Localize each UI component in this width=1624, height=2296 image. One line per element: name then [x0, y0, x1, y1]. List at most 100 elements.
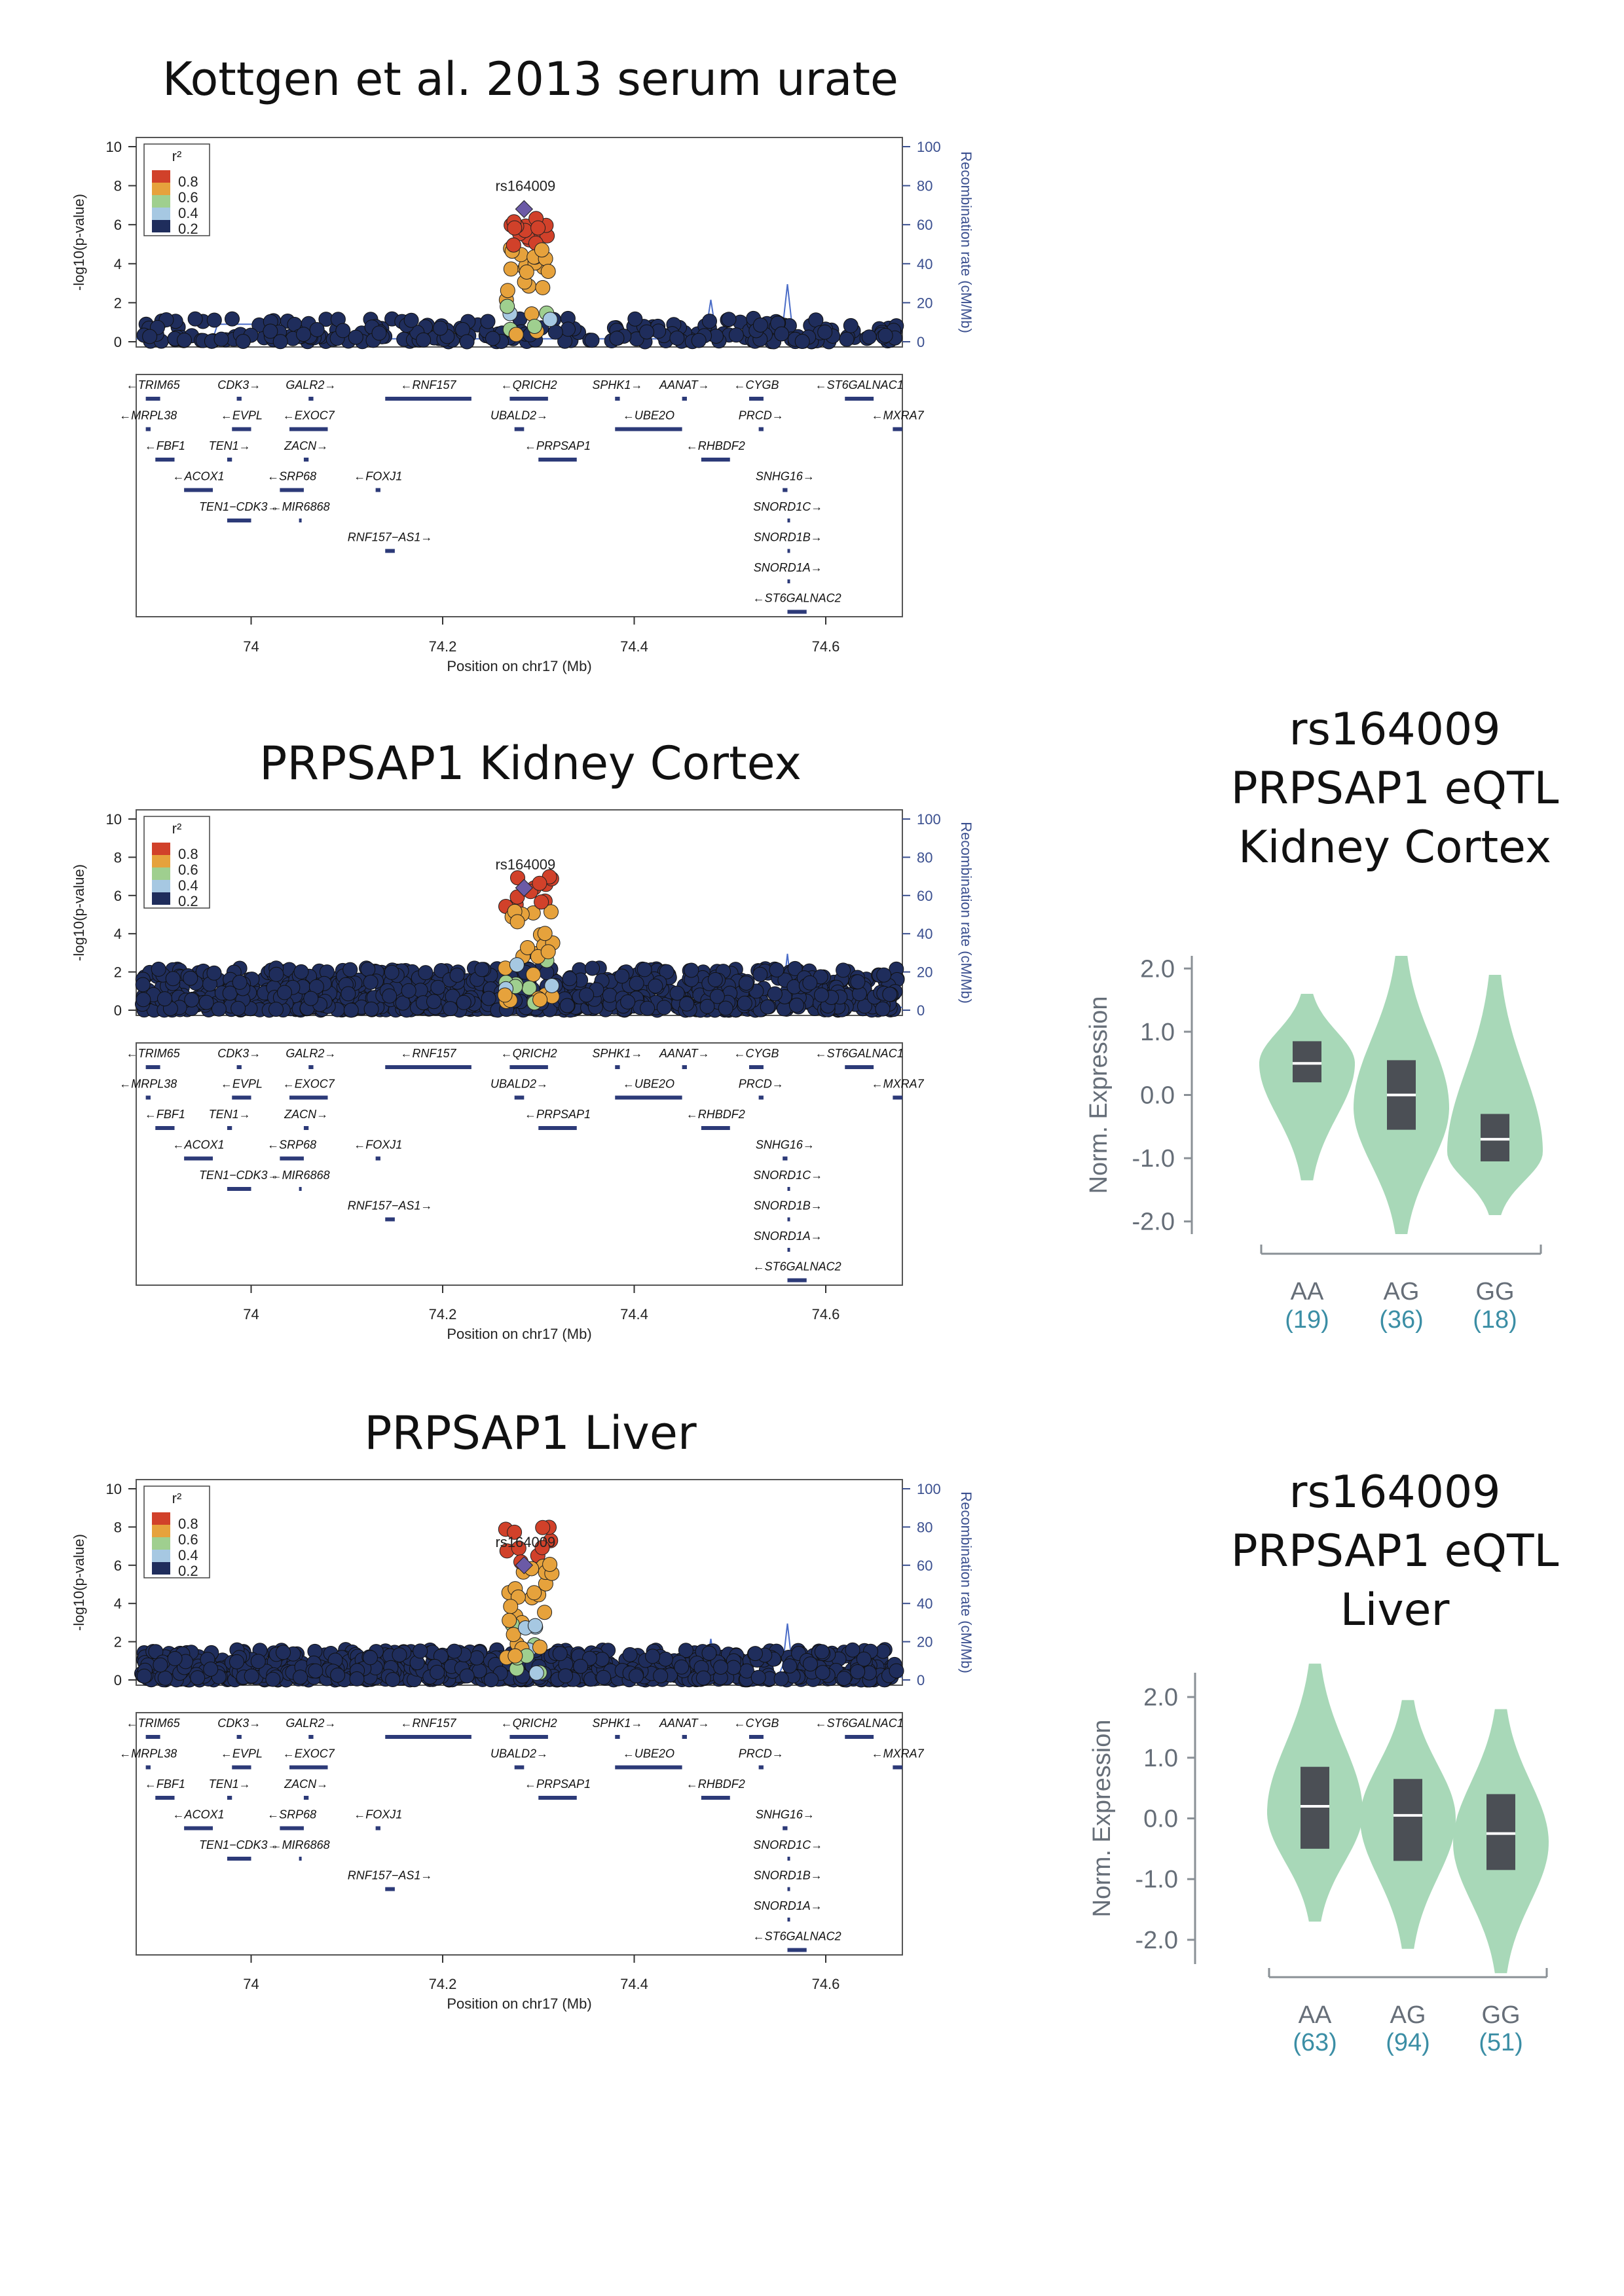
snp-point-ld [544, 978, 560, 993]
snp-point [814, 1644, 830, 1660]
snp-point [562, 971, 578, 987]
gene-body [155, 458, 175, 462]
snp-point [747, 1646, 763, 1662]
y-tick-label: -2.0 [1132, 1209, 1175, 1236]
snp-point-ld [506, 237, 521, 253]
snp-point [235, 334, 251, 349]
y2-tick-label: 40 [917, 256, 932, 272]
snp-point [645, 1649, 661, 1664]
snp-point [363, 1001, 379, 1017]
snp-point [596, 1669, 612, 1685]
snp-point [774, 326, 790, 342]
gene-label-ten1-cdk3: TEN1−CDK3→ [199, 1169, 280, 1182]
snp-point [552, 1646, 568, 1662]
snp-point [430, 979, 446, 995]
y-axis-label: Norm. Expression [1088, 1720, 1116, 1918]
gene-body [385, 1217, 395, 1222]
legend-label: 0.8 [178, 846, 198, 862]
snp-point [213, 331, 229, 347]
sample-count-aa: (19) [1285, 1306, 1329, 1334]
gene-body [184, 1156, 213, 1161]
gene-label-st6galnac1: ←ST6GALNAC1 [815, 1717, 904, 1730]
gene-label-mrpl38: ←MRPL38 [119, 409, 177, 422]
y-tick-label: 4 [114, 1595, 122, 1612]
gene-body [682, 1735, 687, 1739]
gene-body [308, 1735, 314, 1739]
gene-label-trim65: ←TRIM65 [126, 1047, 181, 1060]
snp-point-ld [535, 1520, 551, 1535]
x-tick-label: 74.6 [812, 638, 840, 655]
gene-body [509, 1735, 548, 1739]
locuszoom-plot-1: 0 2 4 6 8 10 -log10(p-value) 0 20 40 60 80 100 Recomb… [71, 137, 974, 674]
iqr-box-gg [1486, 1794, 1515, 1870]
gene-label-ube2o: ←UBE2O [623, 1078, 674, 1091]
legend-label: 0.4 [178, 205, 198, 221]
gene-body [787, 519, 790, 522]
snp-point [713, 1660, 729, 1675]
legend-label: 0.2 [178, 893, 198, 909]
x-tick-label: 74 [243, 638, 259, 655]
gene-body [227, 458, 232, 462]
snp-point [674, 1659, 690, 1675]
violin-plot-2: 2.0 1.0 0.0 -1.0 -2.0 Norm. Expression AA(63) A… [1088, 1664, 1549, 2056]
sample-count-ag: (94) [1386, 2029, 1430, 2056]
snp-point [561, 321, 576, 337]
gene-body [682, 397, 687, 401]
gene-label-snord1b: SNORD1B→ [754, 531, 822, 544]
gene-label-zacn: ZACN→ [284, 1108, 328, 1121]
iqr-box-aa [1293, 1041, 1321, 1083]
legend-swatch [152, 1512, 170, 1525]
snp-point [384, 964, 399, 980]
genotype-label-aa: AA [1291, 1278, 1324, 1305]
snp-point-ld [506, 1627, 521, 1643]
snp-point-ld [534, 1540, 550, 1556]
gene-body [615, 1065, 620, 1069]
gene-label-rhbdf2: ←RHBDF2 [686, 1777, 745, 1791]
gene-body [787, 1887, 790, 1891]
gene-label-acox1: ←ACOX1 [173, 1139, 225, 1152]
snp-point [669, 330, 685, 346]
snp-point [480, 314, 496, 329]
legend-title: r² [172, 1490, 182, 1506]
sample-count-gg: (18) [1473, 1306, 1517, 1334]
gene-body [375, 1156, 380, 1161]
gene-label-evpl: ←EVPL [221, 409, 263, 422]
snp-point [136, 1668, 152, 1684]
gene-body [280, 1826, 304, 1831]
gene-label-snhg16: SNHG16→ [756, 1139, 815, 1152]
snp-point [157, 991, 172, 1007]
gene-body [289, 427, 328, 431]
snp-point [148, 1644, 164, 1660]
y2-axis-label: Recombination rate (cM/Mb) [958, 151, 974, 333]
snp-point [469, 1650, 485, 1666]
snp-point-ld [507, 220, 523, 236]
snp-point [231, 1000, 246, 1016]
snp-point [602, 987, 618, 1003]
snp-point [418, 965, 434, 981]
snp-point-ld [508, 327, 524, 342]
snp-point [709, 989, 725, 1004]
gene-body [514, 1765, 525, 1770]
snp-point [699, 998, 715, 1014]
snp-point [814, 987, 829, 1003]
snp-point [135, 977, 151, 993]
gene-label-srp68: ←SRP68 [267, 1139, 316, 1152]
snp-point-ld [519, 264, 534, 280]
gene-body [227, 1857, 251, 1861]
gene-label-mrpl38: ←MRPL38 [119, 1078, 177, 1091]
gene-label-sphk1: SPHK1→ [592, 378, 642, 392]
y-axis-label: -log10(p-value) [71, 1534, 87, 1631]
snp-point [403, 312, 419, 328]
gene-label-rhbdf2: ←RHBDF2 [686, 1108, 745, 1121]
gene-label-st6galnac1: ←ST6GALNAC1 [815, 378, 904, 392]
snp-point [447, 1643, 462, 1659]
legend-label: 0.6 [178, 1531, 198, 1548]
gene-body [375, 1826, 380, 1831]
r2-legend: r² 0.80.60.40.2 [143, 143, 210, 237]
legend-label: 0.4 [178, 1547, 198, 1563]
gene-label-acox1: ←ACOX1 [173, 470, 225, 483]
gene-body [758, 1095, 764, 1100]
snp-point [342, 962, 358, 977]
snp-point [558, 1668, 574, 1684]
gene-label-ube2o: ←UBE2O [623, 1747, 674, 1760]
